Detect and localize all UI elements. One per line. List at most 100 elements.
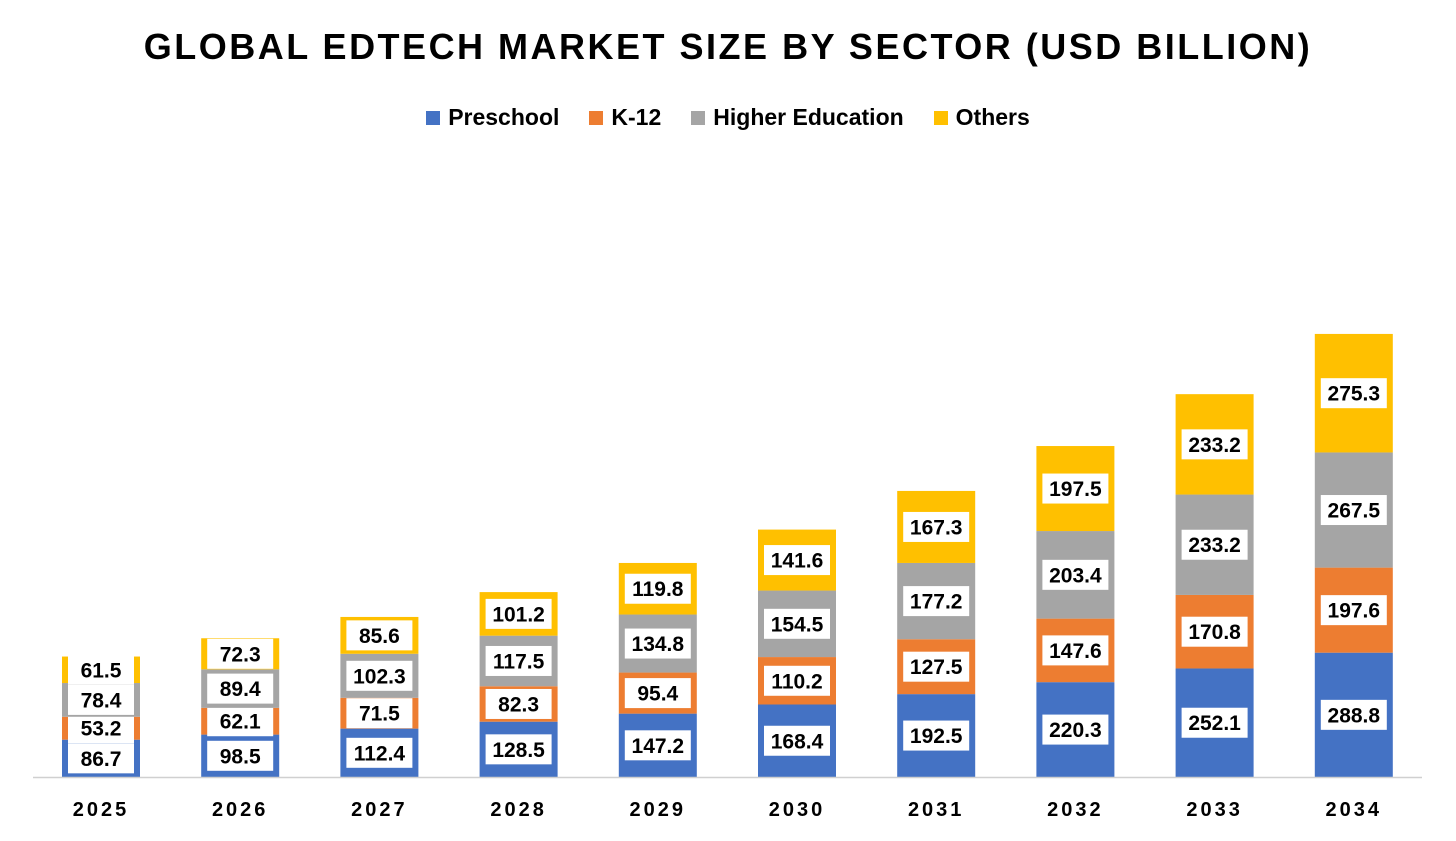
data-label-preschool-2033: 252.1 xyxy=(1188,712,1241,735)
data-label-bg-higher-education-2027 xyxy=(346,660,413,691)
data-label-higher-education-2028: 117.5 xyxy=(493,650,545,673)
data-label-bg-higher-education-2033 xyxy=(1181,529,1248,560)
data-label-k-12-2031: 127.5 xyxy=(910,656,963,679)
data-label-k-12-2026: 62.1 xyxy=(220,711,261,734)
legend-swatch-k12 xyxy=(589,110,604,125)
data-label-bg-preschool-2031 xyxy=(903,720,970,751)
legend-swatch-higher-education xyxy=(691,110,706,125)
legend-label-preschool: Preschool xyxy=(448,104,560,130)
data-label-bg-k-12-2029 xyxy=(624,678,691,709)
data-label-others-2027: 85.6 xyxy=(359,625,400,648)
data-label-bg-others-2027 xyxy=(346,620,413,651)
data-label-higher-education-2029: 134.8 xyxy=(632,633,685,656)
data-label-bg-k-12-2027 xyxy=(346,698,413,729)
data-label-bg-others-2032 xyxy=(1042,473,1109,504)
data-label-higher-education-2032: 203.4 xyxy=(1049,564,1102,587)
data-label-bg-k-12-2033 xyxy=(1181,616,1248,647)
legend-item-higher-education: Higher Education xyxy=(691,104,904,131)
legend-label-k12: K-12 xyxy=(611,104,662,130)
data-label-bg-higher-education-2029 xyxy=(624,628,691,659)
data-label-bg-preschool-2027 xyxy=(346,737,413,768)
x-tick-label-2032: 2032 xyxy=(1047,799,1104,821)
x-tick-label-2033: 2033 xyxy=(1186,799,1243,821)
data-label-higher-education-2026: 89.4 xyxy=(220,678,261,701)
legend-label-higher-education: Higher Education xyxy=(713,104,904,130)
x-tick-label-2028: 2028 xyxy=(490,799,547,821)
data-label-bg-preschool-2025 xyxy=(68,743,134,774)
data-label-bg-k-12-2034 xyxy=(1320,595,1387,626)
data-label-bg-others-2025 xyxy=(68,654,134,685)
data-label-higher-education-2031: 177.2 xyxy=(910,591,963,614)
data-label-bg-preschool-2028 xyxy=(485,734,552,765)
data-label-k-12-2033: 170.8 xyxy=(1188,621,1241,644)
data-label-bg-others-2033 xyxy=(1181,429,1248,460)
data-label-k-12-2032: 147.6 xyxy=(1049,640,1102,663)
data-label-bg-others-2030 xyxy=(764,545,830,576)
data-label-preschool-2027: 112.4 xyxy=(354,742,406,765)
legend-swatch-preschool xyxy=(426,110,441,125)
data-label-bg-preschool-2033 xyxy=(1181,707,1248,738)
data-label-bg-k-12-2025 xyxy=(68,713,134,744)
data-label-higher-education-2025: 78.4 xyxy=(81,689,122,712)
x-tick-label-2027: 2027 xyxy=(351,799,408,821)
data-label-preschool-2032: 220.3 xyxy=(1049,719,1102,742)
data-label-others-2031: 167.3 xyxy=(910,516,963,539)
data-label-higher-education-2034: 267.5 xyxy=(1328,500,1381,523)
data-label-bg-k-12-2028 xyxy=(485,688,552,719)
data-label-preschool-2025: 86.7 xyxy=(81,748,122,771)
data-label-bg-higher-education-2025 xyxy=(68,684,134,715)
legend-label-others: Others xyxy=(955,104,1030,130)
data-label-bg-higher-education-2028 xyxy=(485,645,552,676)
data-label-bg-higher-education-2026 xyxy=(207,673,274,704)
data-label-others-2032: 197.5 xyxy=(1049,478,1102,501)
data-label-bg-higher-education-2032 xyxy=(1042,559,1109,590)
data-label-bg-preschool-2034 xyxy=(1320,699,1387,730)
data-label-preschool-2028: 128.5 xyxy=(492,739,545,762)
data-label-preschool-2030: 168.4 xyxy=(771,730,824,753)
data-label-bg-preschool-2032 xyxy=(1042,714,1109,745)
data-label-higher-education-2027: 102.3 xyxy=(353,665,406,688)
data-label-bg-higher-education-2034 xyxy=(1320,495,1387,526)
legend: Preschool K-12 Higher Education Others xyxy=(0,104,1456,131)
legend-item-k12: K-12 xyxy=(589,104,661,131)
legend-item-preschool: Preschool xyxy=(426,104,559,131)
data-label-k-12-2034: 197.6 xyxy=(1328,600,1381,623)
data-label-k-12-2028: 82.3 xyxy=(498,693,539,716)
data-label-others-2025: 61.5 xyxy=(81,659,122,682)
data-label-bg-others-2026 xyxy=(207,638,274,669)
data-label-k-12-2030: 110.2 xyxy=(771,670,822,693)
chart-title: GLOBAL EDTECH MARKET SIZE BY SECTOR (USD… xyxy=(143,26,1313,67)
data-label-bg-preschool-2026 xyxy=(207,740,274,771)
data-label-others-2033: 233.2 xyxy=(1188,434,1241,457)
data-label-bg-others-2034 xyxy=(1320,378,1387,409)
legend-swatch-others xyxy=(933,110,948,125)
data-label-k-12-2025: 53.2 xyxy=(81,718,122,741)
data-label-bg-k-12-2026 xyxy=(207,706,274,737)
x-tick-label-2034: 2034 xyxy=(1326,799,1383,821)
data-label-bg-others-2029 xyxy=(624,573,691,604)
x-tick-label-2029: 2029 xyxy=(630,799,687,821)
data-label-others-2029: 119.8 xyxy=(632,578,684,601)
data-label-bg-k-12-2031 xyxy=(903,651,970,682)
data-label-preschool-2026: 98.5 xyxy=(220,745,261,768)
data-label-others-2030: 141.6 xyxy=(771,550,824,573)
data-label-bg-k-12-2030 xyxy=(764,665,830,696)
data-label-preschool-2034: 288.8 xyxy=(1328,704,1381,727)
data-label-bg-others-2031 xyxy=(903,511,970,542)
data-label-preschool-2029: 147.2 xyxy=(632,735,685,758)
data-label-preschool-2031: 192.5 xyxy=(910,725,963,748)
x-tick-label-2031: 2031 xyxy=(908,799,965,821)
data-label-others-2034: 275.3 xyxy=(1328,383,1381,406)
data-label-bg-others-2028 xyxy=(485,598,552,629)
x-tick-label-2026: 2026 xyxy=(212,799,269,821)
data-label-bg-k-12-2032 xyxy=(1042,635,1109,666)
x-tick-label-2025: 2025 xyxy=(73,799,130,821)
data-label-higher-education-2030: 154.5 xyxy=(771,613,824,636)
data-label-others-2026: 72.3 xyxy=(220,643,261,666)
data-label-higher-education-2033: 233.2 xyxy=(1188,534,1241,557)
data-label-bg-preschool-2030 xyxy=(764,725,830,756)
data-label-k-12-2027: 71.5 xyxy=(359,703,400,726)
data-label-others-2028: 101.2 xyxy=(492,603,545,626)
data-label-bg-higher-education-2030 xyxy=(764,608,830,639)
